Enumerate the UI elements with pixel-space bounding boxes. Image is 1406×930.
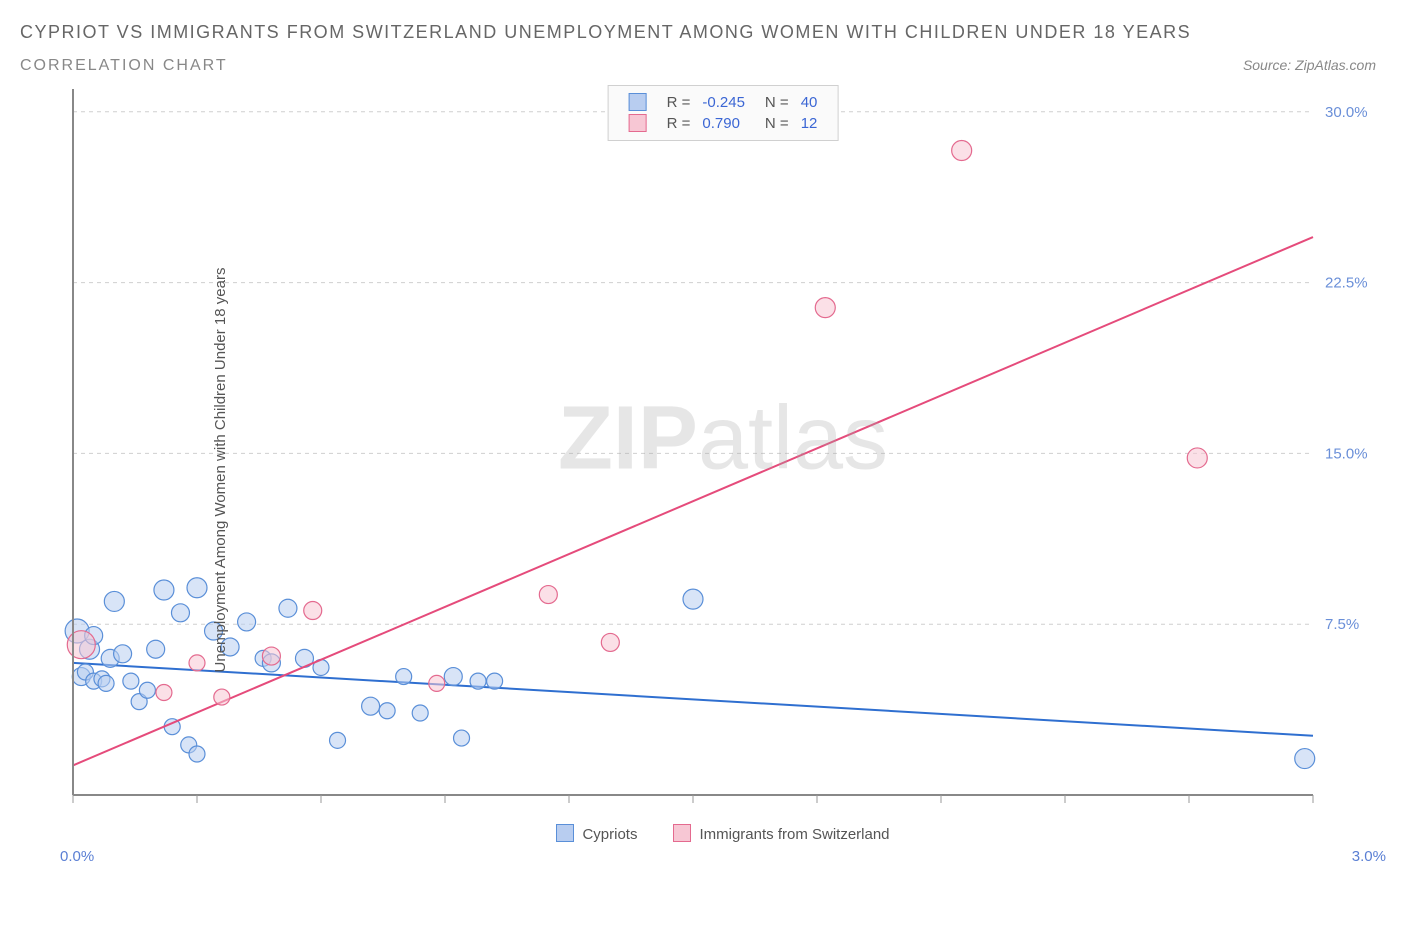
point-swiss [429, 675, 445, 691]
point-swiss [262, 647, 280, 665]
point-swiss [67, 630, 95, 658]
chart-area: Unemployment Among Women with Children U… [60, 85, 1386, 855]
point-cypriots [683, 589, 703, 609]
trend-line-cypriots [73, 663, 1313, 736]
point-swiss [539, 585, 557, 603]
point-cypriots [330, 732, 346, 748]
point-swiss [189, 655, 205, 671]
point-cypriots [147, 640, 165, 658]
source-name: ZipAtlas.com [1295, 57, 1376, 73]
point-cypriots [189, 746, 205, 762]
point-swiss [952, 140, 972, 160]
swatch-swiss [629, 114, 647, 132]
point-swiss [304, 601, 322, 619]
y-tick-label: 22.5% [1325, 274, 1368, 291]
y-axis-label: Unemployment Among Women with Children U… [212, 267, 229, 672]
r-label: R = [661, 92, 697, 113]
legend-row-swiss: R = 0.790 N = 12 [623, 113, 824, 134]
source-attribution: Source: ZipAtlas.com [1243, 57, 1386, 73]
header: CYPRIOT VS IMMIGRANTS FROM SWITZERLAND U… [0, 0, 1406, 75]
y-tick-label: 7.5% [1325, 616, 1359, 633]
swatch-cypriots [629, 93, 647, 111]
point-cypriots [362, 697, 380, 715]
point-cypriots [154, 580, 174, 600]
point-cypriots [470, 673, 486, 689]
y-tick-label: 30.0% [1325, 104, 1368, 121]
point-swiss [156, 684, 172, 700]
point-cypriots [454, 730, 470, 746]
x-max-label: 3.0% [1352, 848, 1386, 865]
r-value-swiss: 0.790 [696, 113, 751, 134]
legend-label-cypriots: Cypriots [582, 826, 637, 843]
point-cypriots [396, 668, 412, 684]
point-cypriots [171, 604, 189, 622]
n-value-cypriots: 40 [795, 92, 824, 113]
n-value-swiss: 12 [795, 113, 824, 134]
n-label: N = [751, 113, 795, 134]
swatch-swiss-icon [673, 824, 691, 842]
r-label: R = [661, 113, 697, 134]
trend-line-swiss [73, 237, 1313, 765]
point-cypriots [412, 705, 428, 721]
point-swiss [815, 297, 835, 317]
point-cypriots [123, 673, 139, 689]
x-axis-labels: 0.0% 3.0% [60, 848, 1386, 865]
scatter-chart: 7.5% 15.0% 22.5% 30.0% [60, 85, 1386, 855]
point-cypriots [379, 703, 395, 719]
correlation-legend: R = -0.245 N = 40 R = 0.790 N = 12 [608, 85, 839, 141]
legend-row-cypriots: R = -0.245 N = 40 [623, 92, 824, 113]
point-cypriots [104, 591, 124, 611]
chart-subtitle: CORRELATION CHART [20, 57, 228, 75]
swatch-cypriots-icon [556, 824, 574, 842]
point-cypriots [444, 667, 462, 685]
r-value-cypriots: -0.245 [696, 92, 751, 113]
point-swiss [1187, 448, 1207, 468]
point-cypriots [98, 675, 114, 691]
point-cypriots [114, 645, 132, 663]
point-cypriots [487, 673, 503, 689]
legend-item-cypriots: Cypriots [556, 824, 637, 843]
point-cypriots [1295, 748, 1315, 768]
series-legend: Cypriots Immigrants from Switzerland [60, 824, 1386, 843]
point-cypriots [139, 682, 155, 698]
legend-label-swiss: Immigrants from Switzerland [699, 826, 889, 843]
point-swiss [214, 689, 230, 705]
y-tick-label: 15.0% [1325, 445, 1368, 462]
chart-title: CYPRIOT VS IMMIGRANTS FROM SWITZERLAND U… [20, 18, 1386, 47]
x-min-label: 0.0% [60, 848, 94, 865]
point-cypriots [187, 578, 207, 598]
legend-item-swiss: Immigrants from Switzerland [673, 824, 889, 843]
point-swiss [601, 633, 619, 651]
point-cypriots [279, 599, 297, 617]
point-cypriots [238, 613, 256, 631]
n-label: N = [751, 92, 795, 113]
source-label: Source: [1243, 57, 1291, 73]
